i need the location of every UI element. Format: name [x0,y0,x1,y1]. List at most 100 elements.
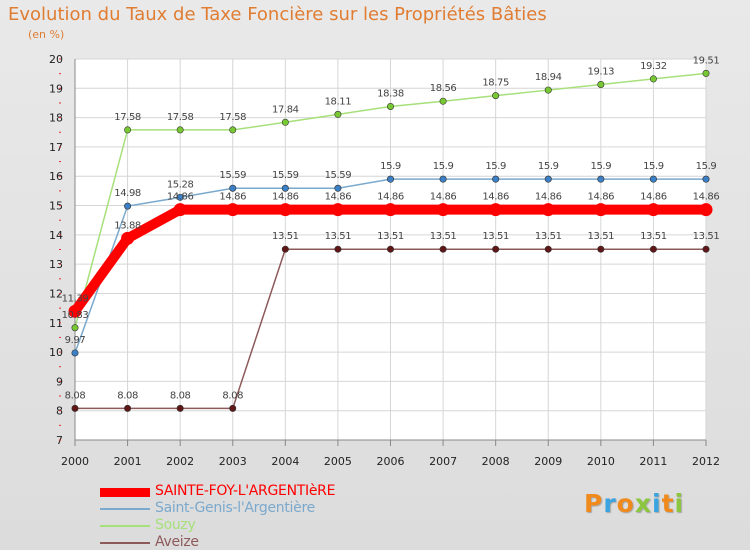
x-tick-label: 2007 [429,455,457,468]
logo-letter: i [652,489,662,518]
data-label: 17.58 [167,112,194,123]
data-point [702,69,710,77]
data-point [334,184,342,192]
data-label: 15.9 [696,161,717,172]
data-label: 15.59 [325,170,352,181]
data-point [68,304,82,318]
data-label: 8.08 [65,390,86,401]
data-point [386,245,394,253]
data-label: 18.38 [377,88,404,99]
y-tick-label: 16 [49,170,63,183]
data-point [176,404,184,412]
x-tick-label: 2003 [219,455,247,468]
data-label: 17.84 [272,104,299,115]
data-label: 14.98 [114,188,141,199]
data-label: 15.9 [643,161,664,172]
data-label: 15.9 [538,161,559,172]
data-label: 9.97 [65,335,86,346]
legend: SAINTE-FOY-L'ARGENTIèRE Saint-Genis-l'Arg… [100,483,480,552]
proxiti-logo: Proxiti [584,489,684,518]
data-point [492,175,500,183]
data-label: 8.08 [117,390,138,401]
x-tick-label: 2005 [324,455,352,468]
data-label: 14.86 [693,192,720,203]
data-point [229,404,237,412]
x-tick-label: 2006 [377,455,405,468]
legend-label: Aveize [155,534,199,550]
data-point [226,203,240,217]
data-point [281,184,289,192]
data-point [229,126,237,134]
data-point [544,245,552,253]
data-label: 14.86 [272,192,299,203]
y-tick-label: 12 [49,287,63,300]
data-label: 13.51 [693,231,720,242]
x-tick-label: 2011 [639,455,667,468]
data-label: 14.86 [482,192,509,203]
data-label: 13.51 [430,231,457,242]
y-tick-label: 14 [49,229,63,242]
y-tick-label: 13 [49,258,63,271]
data-point [436,203,450,217]
legend-label: Saint-Genis-l'Argentière [155,500,315,516]
data-label: 15.59 [219,170,246,181]
data-point [334,245,342,253]
logo-letter: o [616,489,635,518]
data-point [597,245,605,253]
data-point [124,202,132,210]
x-tick-label: 2009 [534,455,562,468]
data-point [173,203,187,217]
data-point [541,203,555,217]
data-label: 13.51 [535,231,562,242]
x-tick-label: 2000 [61,455,89,468]
data-label: 13.51 [482,231,509,242]
data-label: 18.56 [430,83,457,94]
data-point [281,118,289,126]
data-point [124,126,132,134]
data-label: 13.51 [588,231,615,242]
data-label: 10.83 [62,310,89,321]
data-label: 8.08 [170,390,191,401]
legend-item: Souzy [100,517,480,535]
y-tick-label: 18 [49,112,63,125]
data-label: 13.51 [640,231,667,242]
data-point [334,110,342,118]
data-label: 14.86 [640,192,667,203]
data-point [492,245,500,253]
data-label: 15.9 [433,161,454,172]
data-point [281,245,289,253]
data-point [71,349,79,357]
data-point [71,404,79,412]
data-point [544,86,552,94]
data-label: 15.9 [380,161,401,172]
y-tick-label: 17 [49,141,63,154]
legend-swatch [100,525,150,527]
data-point [386,175,394,183]
x-tick-label: 2010 [587,455,615,468]
data-label: 14.86 [430,192,457,203]
data-label: 19.13 [588,66,615,77]
data-label: 15.9 [485,161,506,172]
data-point [386,102,394,110]
legend-swatch [100,487,150,497]
data-label: 18.94 [535,72,562,83]
data-label: 15.28 [167,179,194,190]
x-tick-label: 2001 [114,455,142,468]
data-point [439,97,447,105]
data-point [597,175,605,183]
y-tick-label: 11 [49,317,63,330]
data-point [278,203,292,217]
legend-label: Souzy [155,517,196,533]
data-label: 13.88 [114,220,141,231]
data-point [702,245,710,253]
chart-title: Evolution du Taux de Taxe Foncière sur l… [8,4,547,25]
data-point [699,203,713,217]
data-point [176,126,184,134]
data-label: 13.51 [272,231,299,242]
data-point [439,245,447,253]
data-point [121,231,135,245]
data-point [71,324,79,332]
legend-swatch [100,508,150,510]
data-point [649,245,657,253]
data-point [649,75,657,83]
